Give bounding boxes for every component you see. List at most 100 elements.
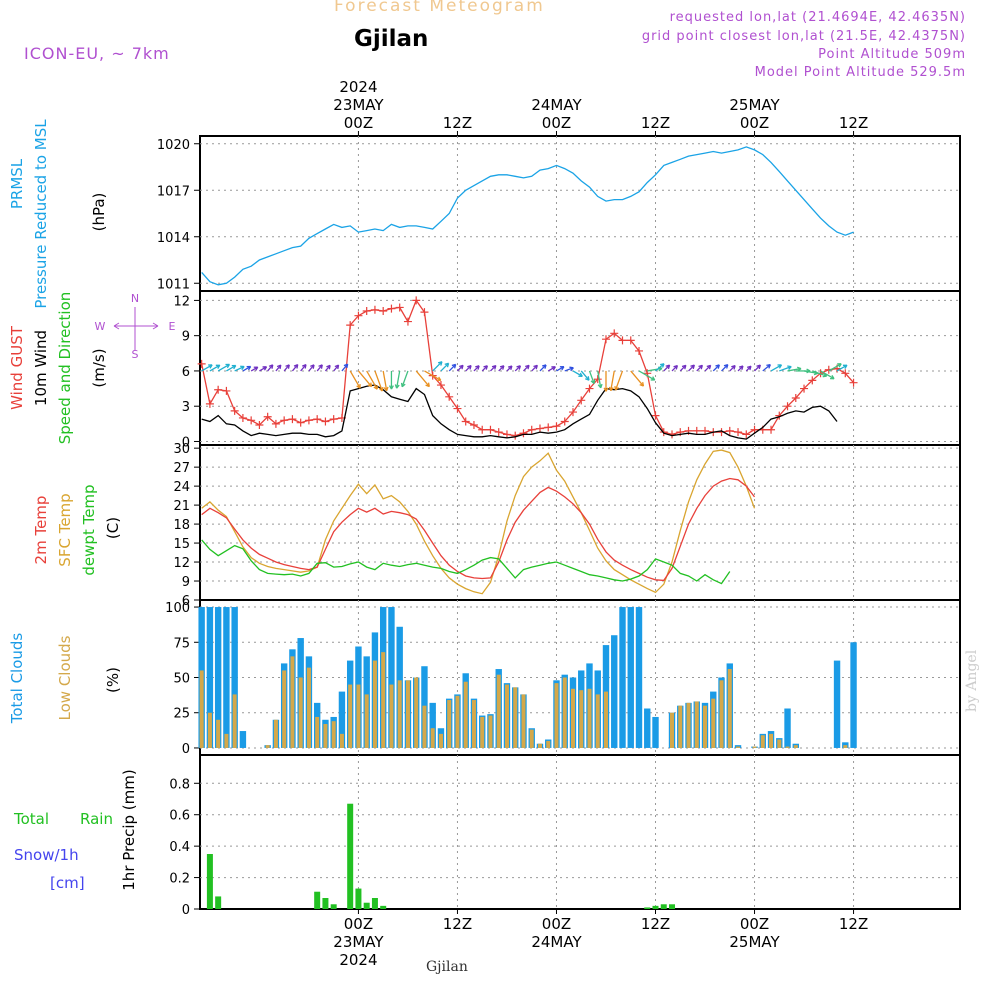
wind-direction-arrow (424, 370, 442, 381)
low-clouds-bar (216, 719, 221, 748)
gust-point (445, 392, 454, 401)
point-altitude: Point Altitude 509m (818, 47, 966, 62)
bottom-time-label: 00Z (542, 915, 571, 933)
wind-direction-arrow (610, 370, 615, 391)
total-clouds-bar (652, 716, 659, 748)
wind-direction-arrow (655, 363, 665, 372)
gust-point (387, 304, 396, 313)
low-clouds-bar (199, 670, 204, 748)
wind-direction-arrowhead (483, 365, 488, 370)
wind-direction-arrowhead (208, 364, 213, 369)
low-clouds-bar (670, 712, 675, 748)
rain-bar (322, 898, 329, 909)
low-clouds-bar (282, 670, 287, 748)
wind-direction-arrowhead (215, 364, 221, 369)
gust-point (395, 303, 404, 312)
low-clouds-bar (207, 712, 212, 748)
wind-direction-arrowhead (698, 364, 703, 370)
wind-direction-arrowhead (507, 365, 513, 371)
bottom-time-label: 2024 (339, 951, 377, 969)
wind-direction-arrow (721, 364, 729, 372)
total-clouds-bar (206, 607, 214, 748)
temp-ytick-label: 18 (173, 518, 190, 533)
wind-direction-arrowhead (246, 365, 252, 371)
gust-point (354, 311, 363, 320)
gust-point (791, 393, 800, 402)
gust-point (577, 396, 586, 405)
gust-point (230, 406, 239, 415)
rain-bar (206, 854, 213, 909)
wind-direction-arrowhead (731, 364, 736, 370)
gust-point (701, 426, 710, 435)
wind-direction-arrowhead (425, 382, 430, 388)
low-clouds-bar (323, 724, 328, 748)
gust-point (560, 417, 569, 426)
rain-bar (330, 904, 337, 909)
gust-point (197, 359, 206, 368)
footer-location: Gjilan (426, 959, 468, 975)
low-clouds-bar (529, 729, 534, 748)
precip-ytick-label: 0.8 (169, 777, 190, 792)
wind-direction-arrowhead (639, 382, 645, 387)
sfc-temp-line (201, 449, 756, 595)
low-clouds-bar (843, 745, 848, 748)
wind-direction-arrowhead (394, 384, 400, 389)
bottom-time-label: 24MAY (531, 933, 582, 951)
gust-point (725, 426, 734, 435)
wind-direction-arrow (597, 370, 602, 388)
wind-direction-arrowhead (334, 364, 340, 370)
wind-direction-arrowhead (597, 383, 603, 389)
temp-2m-line (201, 477, 756, 582)
wind-direction-arrowhead (585, 376, 590, 381)
wind-direction-arrow (828, 363, 842, 372)
clouds-unit-label: (%) (104, 667, 122, 693)
wind-direction-arrow (547, 366, 556, 372)
wind-direction-arrow (242, 365, 251, 372)
pressure-reduced-label: Pressure Reduced to MSL (32, 119, 50, 309)
low-clouds-bar (348, 684, 353, 748)
compass-south: S (132, 348, 139, 361)
wind-direction-arrow (349, 370, 361, 389)
wind-direction-arrow (556, 366, 565, 372)
wind-direction-arrowhead (459, 364, 464, 370)
low-clouds-label: Low Clouds (56, 635, 74, 720)
precip-rain-label: Rain (80, 810, 113, 828)
total-clouds-bar (338, 691, 346, 748)
wind-direction-arrow (812, 370, 827, 377)
gust-point (610, 329, 619, 338)
clouds-ytick-label: 100 (165, 601, 190, 616)
wind-direction-arrow (374, 370, 383, 392)
wind-direction-arrowhead (723, 364, 729, 369)
wind-direction-arrow (647, 367, 663, 372)
wind-direction-arrowhead (475, 365, 480, 370)
wind-direction-arrowhead (231, 364, 237, 370)
wind-direction-arrowhead (578, 372, 583, 377)
gust-point (486, 425, 495, 434)
temp-ytick-label: 21 (173, 499, 190, 514)
top-time-label: 12Z (839, 114, 868, 132)
total-clouds-bar (850, 642, 857, 748)
clouds-ytick-label: 50 (173, 672, 190, 687)
temp-ytick-label: 24 (173, 480, 190, 495)
wind-direction-arrowhead (569, 366, 574, 372)
precip-unit-label: 1hr Precip (mm) (120, 769, 138, 890)
wind-direction-arrowhead (542, 364, 547, 369)
gust-point (659, 428, 668, 437)
wind-direction-arrowhead (356, 384, 361, 389)
gust-point (618, 336, 627, 345)
wind-direction-arrowhead (830, 374, 835, 380)
precip-ytick-label: 0.4 (169, 840, 190, 855)
low-clouds-bar (224, 733, 229, 748)
gust-point (849, 378, 858, 387)
pressure-ytick-label: 1017 (157, 184, 190, 199)
wind-ytick-label: 12 (173, 294, 190, 309)
low-clouds-bar (422, 705, 427, 748)
total-clouds-bar (611, 635, 618, 748)
wind-direction-arrowhead (533, 364, 538, 370)
wind-direction-arrowhead (673, 364, 679, 370)
total-clouds-bar (214, 607, 222, 748)
gust-point (288, 415, 297, 424)
gust-point (247, 416, 256, 425)
wind-direction-arrowhead (525, 364, 530, 370)
